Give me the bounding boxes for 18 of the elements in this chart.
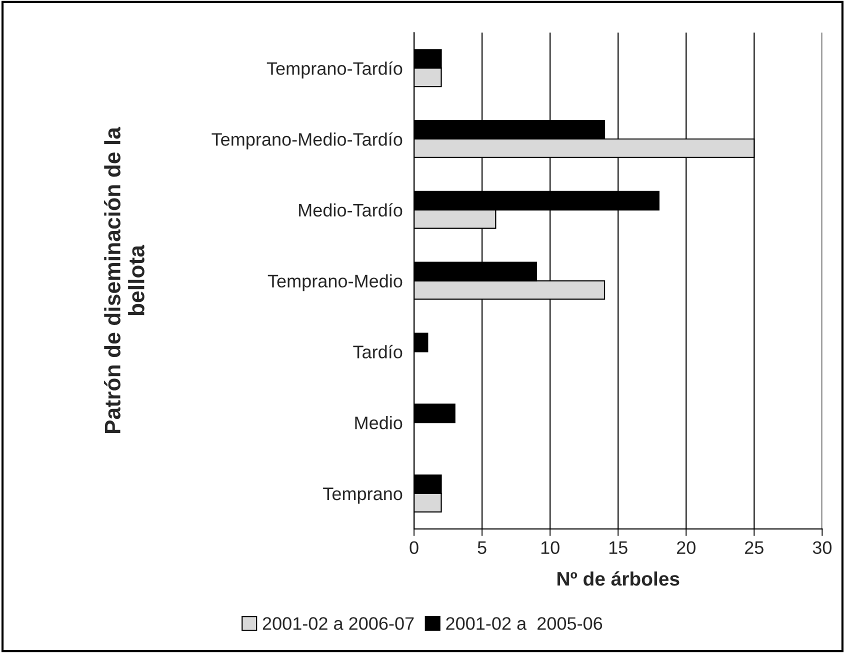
x-tick-label: 5: [478, 541, 486, 554]
y-tick-label: Temprano-Medio-Tardío: [212, 132, 402, 150]
x-tick-label: 0: [410, 541, 418, 554]
x-tick-label: 20: [677, 541, 696, 554]
y-tick-label: Temprano-Medio: [268, 274, 402, 292]
x-axis-title: Nº de árboles: [558, 571, 680, 586]
y-tick-label: Medio: [355, 416, 402, 430]
y-tick-label: Temprano: [323, 488, 402, 504]
y-axis-title: Patrón de diseminación de la bellota: [104, 126, 144, 434]
legend-label: 2001-02 a 2006-07: [262, 617, 414, 630]
legend-label: 2001-02 a 2005-06: [446, 617, 602, 630]
y-tick-label: Tardío: [353, 344, 402, 358]
x-tick-label: 15: [609, 541, 628, 554]
x-tick-label: 30: [812, 541, 832, 554]
x-tick-label: 10: [541, 541, 560, 554]
x-tick-label: 25: [745, 541, 764, 554]
y-tick-label: Temprano-Tardío: [266, 61, 402, 78]
y-tick-label: Medio-Tardío: [299, 203, 402, 217]
